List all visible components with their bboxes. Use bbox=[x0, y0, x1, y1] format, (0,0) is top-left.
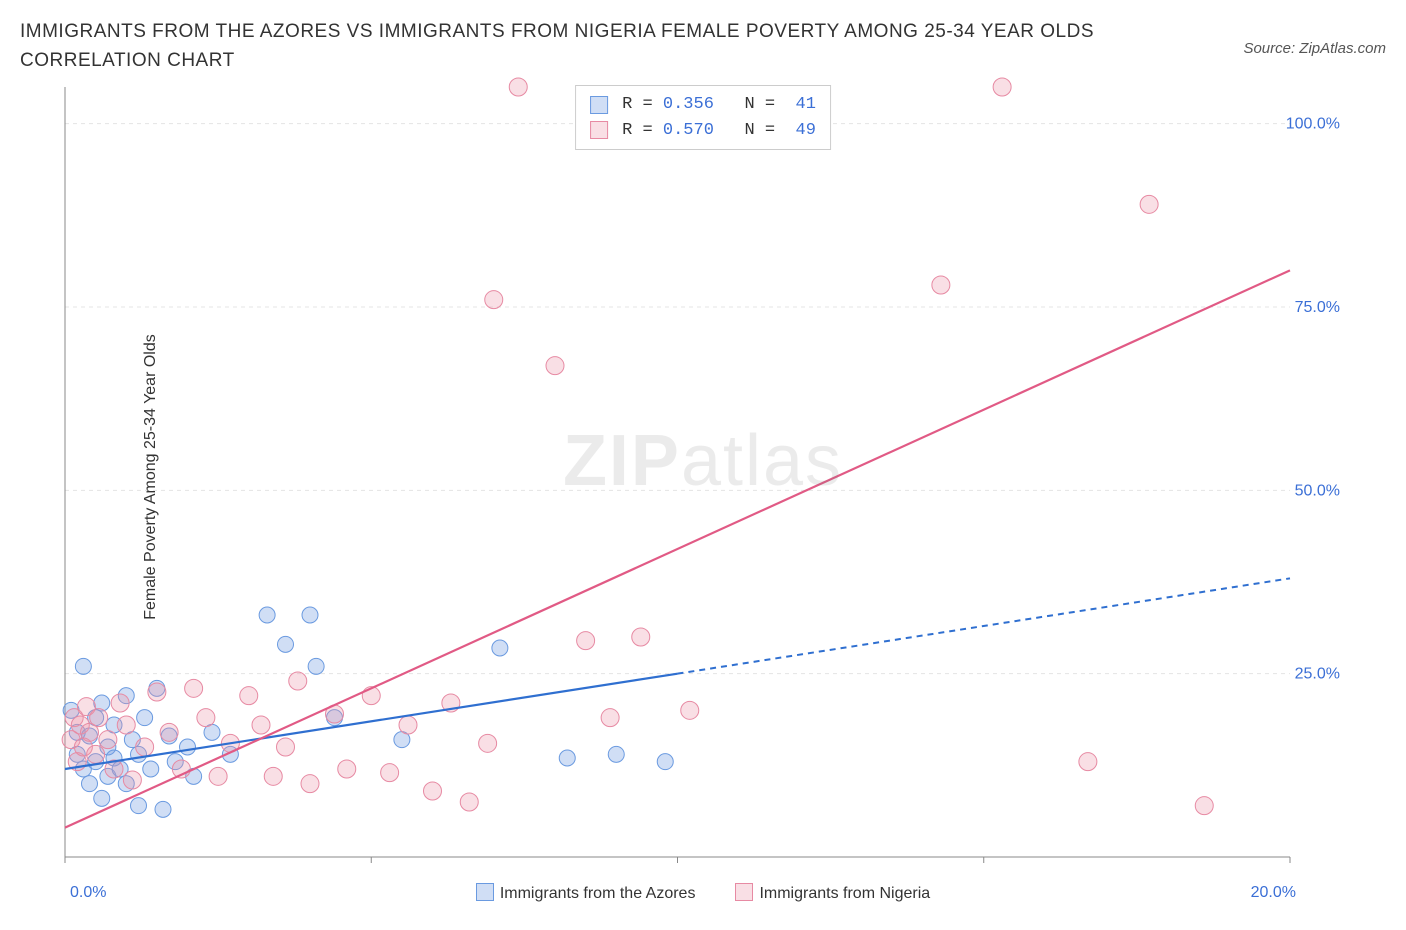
legend-swatch bbox=[590, 96, 608, 114]
scatter-chart: 25.0% 50.0% 75.0% 100.0% bbox=[20, 77, 1340, 877]
legend-swatch bbox=[590, 121, 608, 139]
stats-row: R = 0.570 N = 49 bbox=[590, 118, 816, 144]
stats-row: R = 0.356 N = 41 bbox=[590, 92, 816, 118]
x-tick-min: 0.0% bbox=[70, 884, 106, 902]
source-label: Source: ZipAtlas.com bbox=[1243, 40, 1386, 57]
y-axis-label: Female Poverty Among 25-34 Year Olds bbox=[142, 334, 160, 620]
chart-title: IMMIGRANTS FROM THE AZORES VS IMMIGRANTS… bbox=[20, 18, 1120, 75]
legend-swatch bbox=[735, 883, 753, 901]
stats-legend: R = 0.356 N = 41R = 0.570 N = 49 bbox=[575, 85, 831, 150]
legend-item: Immigrants from Nigeria bbox=[735, 883, 930, 903]
svg-text:100.0%: 100.0% bbox=[1286, 116, 1340, 133]
svg-text:25.0%: 25.0% bbox=[1295, 666, 1340, 683]
legend-item: Immigrants from the Azores bbox=[476, 883, 696, 903]
x-tick-max: 20.0% bbox=[1251, 884, 1296, 902]
svg-text:75.0%: 75.0% bbox=[1295, 299, 1340, 316]
bottom-legend: 0.0% Immigrants from the Azores Immigrant… bbox=[20, 883, 1386, 903]
legend-label: Immigrants from Nigeria bbox=[759, 885, 930, 902]
svg-text:50.0%: 50.0% bbox=[1295, 482, 1340, 499]
legend-swatch bbox=[476, 883, 494, 901]
legend-label: Immigrants from the Azores bbox=[500, 885, 696, 902]
